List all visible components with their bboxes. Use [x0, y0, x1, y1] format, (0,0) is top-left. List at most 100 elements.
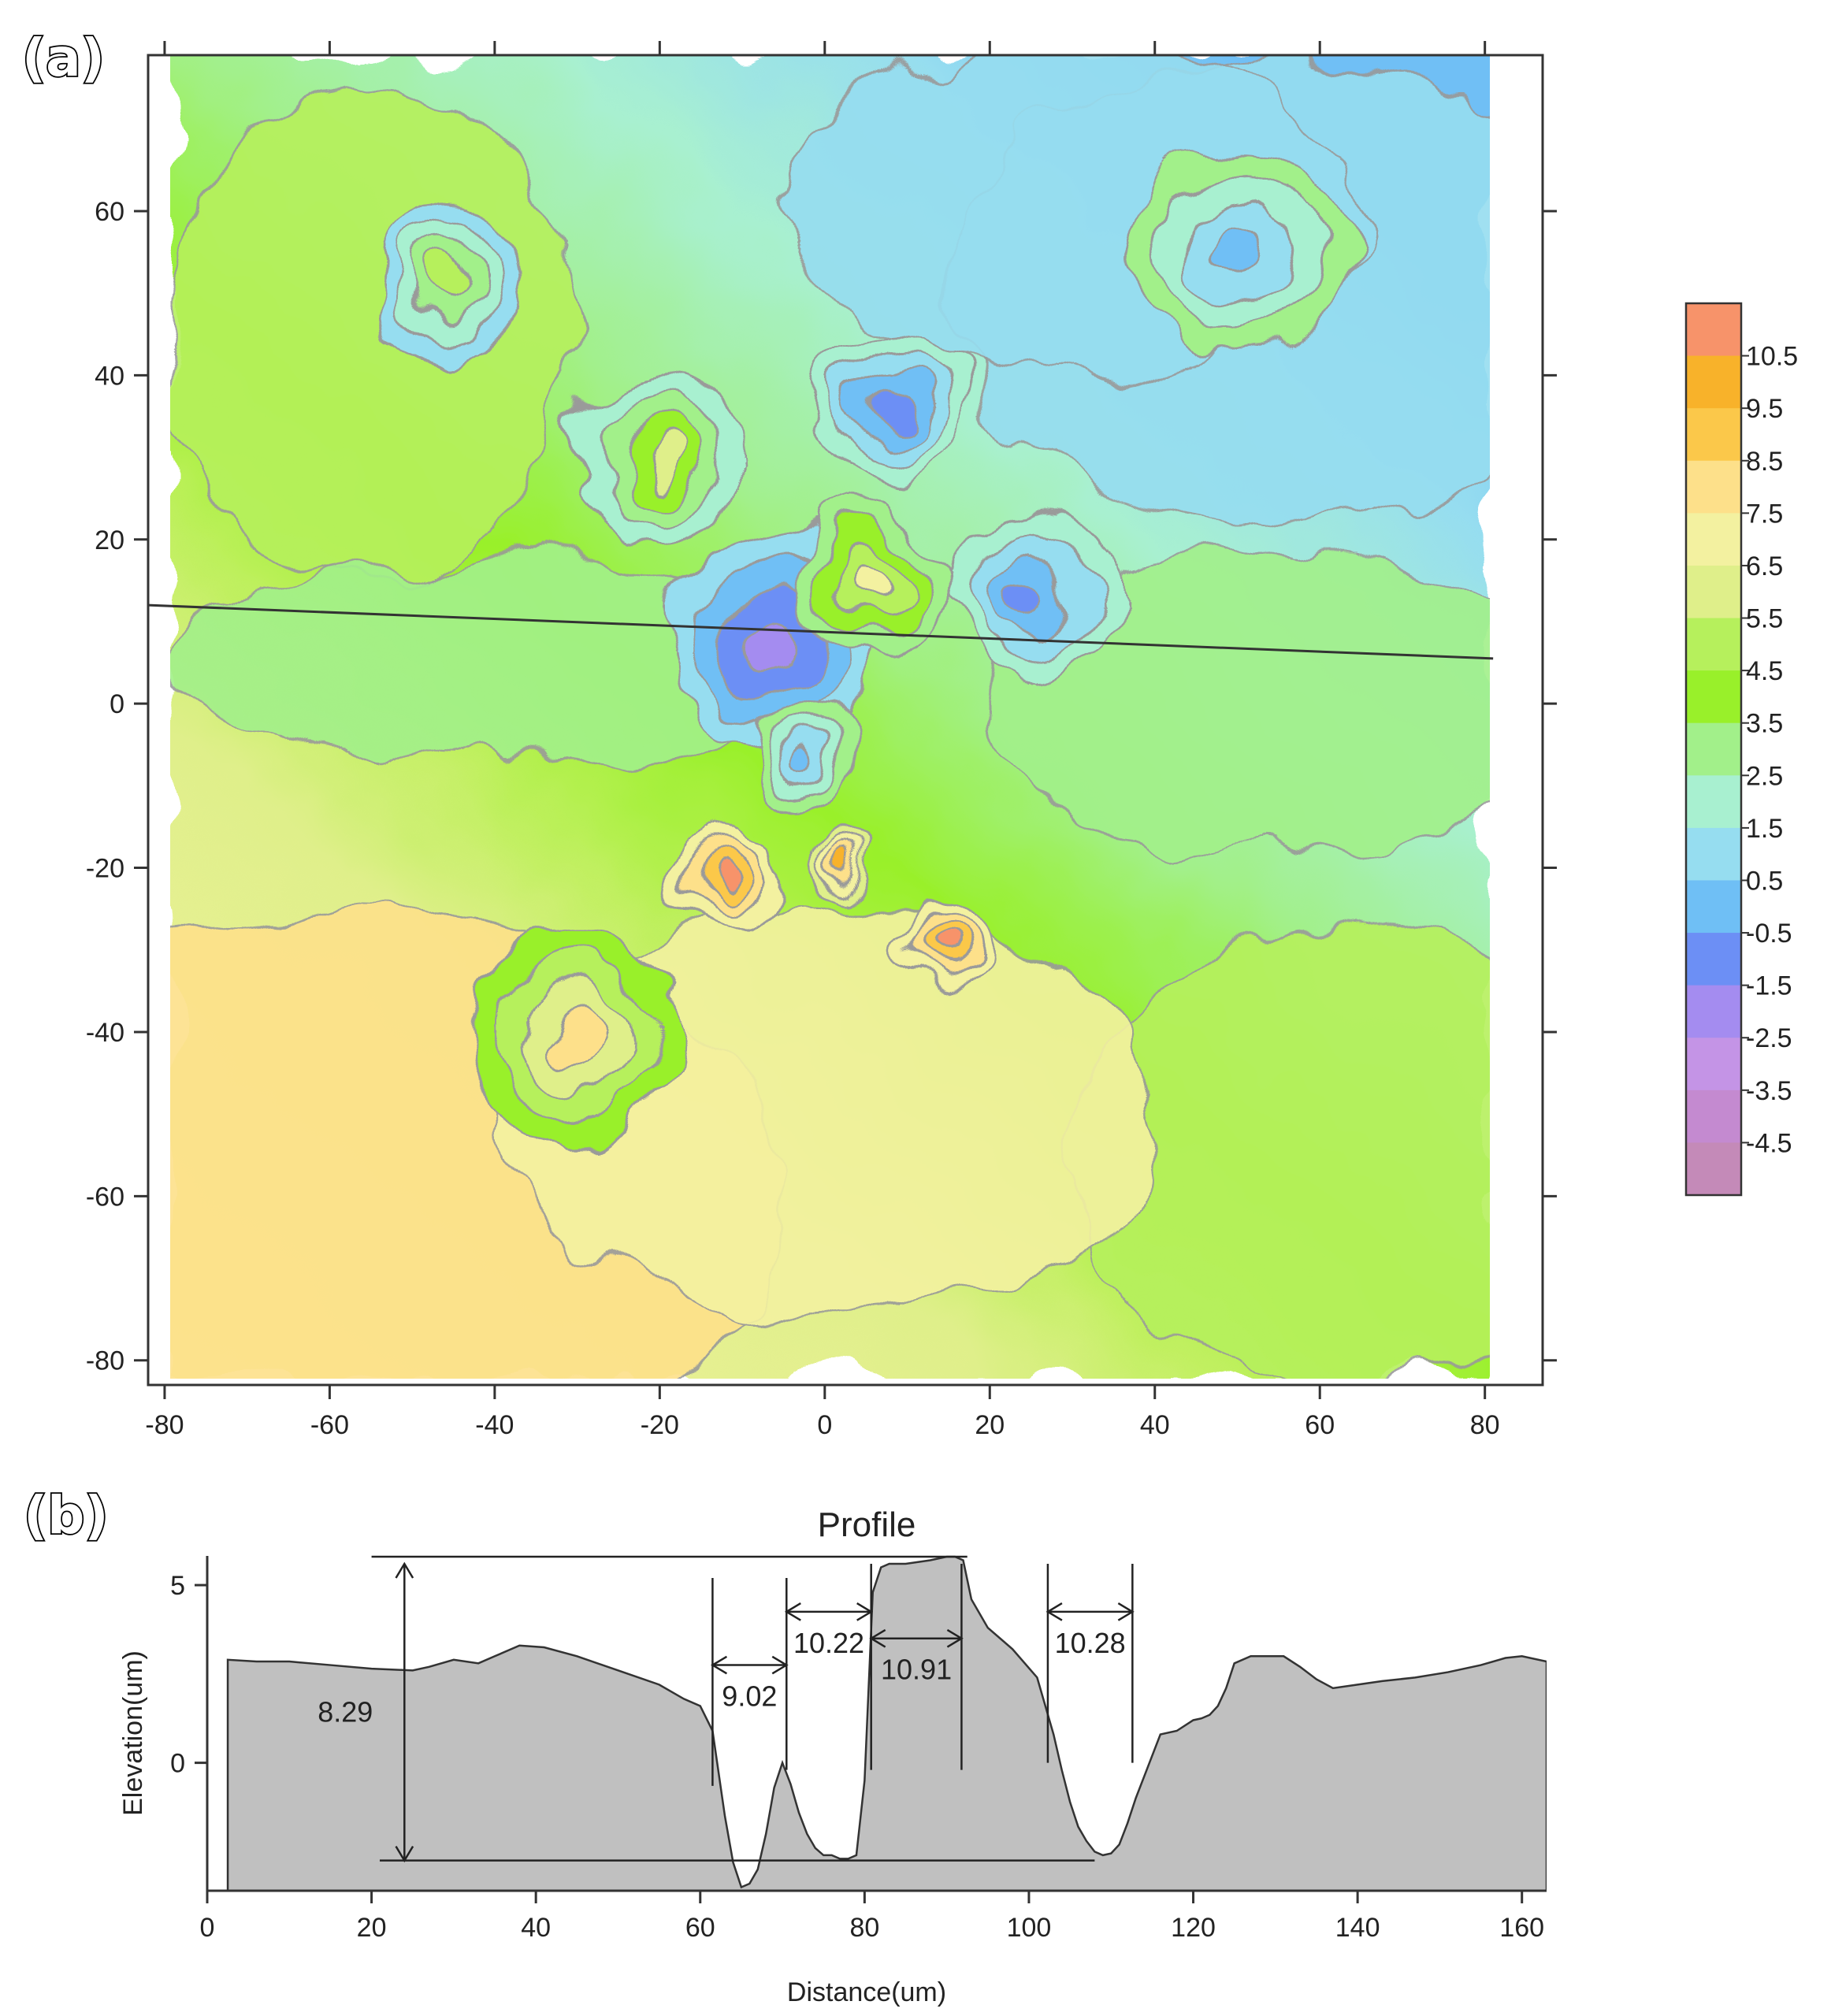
- x-tick-label: -80: [145, 1410, 184, 1440]
- colorbar: 10.5 9.5 8.5 7.5 6.5 5.5 4.5 3.5 2.5 1.5 0.5 -0.5 -1…: [1684, 302, 1798, 1197]
- panel-b-label: (b): [24, 1485, 109, 1546]
- arrow-head: [710, 1655, 728, 1675]
- y-axis-title: Elevation(um): [118, 1650, 148, 1816]
- colorbar-frame: [1684, 302, 1743, 1197]
- colorbar-swatch: [1686, 985, 1741, 1038]
- colorbar-swatch: [1686, 1090, 1741, 1144]
- y-tick-label: 20: [95, 525, 124, 555]
- contour-band: [1071, 924, 1490, 1379]
- y-tick-label: 5: [170, 1571, 185, 1601]
- y-tick-label: 0: [170, 1749, 185, 1779]
- contour-high: [549, 1004, 606, 1060]
- profile-title: Profile: [818, 1506, 916, 1544]
- arrow-head: [1045, 1602, 1063, 1621]
- colorbar-label: -2.5: [1746, 1023, 1792, 1053]
- x-tick-label: 60: [1305, 1410, 1335, 1440]
- y-tick-label: 40: [95, 361, 124, 391]
- arrow-head: [771, 1655, 789, 1675]
- dimension-label: 10.28: [1055, 1627, 1126, 1659]
- arrow-head: [1117, 1602, 1135, 1621]
- contour-map: -80 -60 -40 -20 0 20 40 60 80 -80 -60 -40 -20 0 20 40 60: [86, 41, 1557, 1440]
- y-tick-label: 60: [95, 197, 124, 227]
- colorbar-label: 3.5: [1746, 709, 1783, 739]
- x-tick-label: 120: [1171, 1913, 1216, 1943]
- panel-a-label: (a): [22, 28, 105, 88]
- axes-b: 0 20 40 60 80 100 120 140 160 0 5: [170, 1556, 1547, 1943]
- contour-low: [747, 610, 804, 666]
- colorbar-swatch: [1686, 1038, 1741, 1091]
- colorbar-swatch: [1686, 460, 1741, 514]
- contour-low: [871, 388, 911, 429]
- contour-low: [1209, 224, 1266, 280]
- colorbar-label: 5.5: [1746, 604, 1783, 634]
- colorbar-swatch: [1686, 408, 1741, 462]
- colorbar-swatch: [1686, 775, 1741, 829]
- colorbar-label: 9.5: [1746, 394, 1783, 424]
- colorbar-swatch: [1686, 303, 1741, 357]
- colorbar-label: 0.5: [1746, 866, 1783, 896]
- colorbar-label: 4.5: [1746, 656, 1783, 686]
- colorbar-label: 10.5: [1746, 342, 1798, 372]
- x-tick-label: 140: [1335, 1913, 1380, 1943]
- dimension-label: 9.02: [722, 1680, 777, 1713]
- contour-high: [928, 937, 953, 962]
- arrow-head: [856, 1602, 874, 1621]
- contour-high: [433, 257, 474, 297]
- x-tick-label: 80: [849, 1913, 879, 1943]
- x-tick-label: -60: [310, 1410, 349, 1440]
- x-tick-label: 40: [1140, 1410, 1170, 1440]
- colorbar-swatch: [1686, 565, 1741, 619]
- x-tick-label: 80: [1470, 1410, 1500, 1440]
- colorbar-label: 8.5: [1746, 447, 1783, 477]
- x-tick-label: 20: [357, 1913, 387, 1943]
- y-tick-label: -40: [86, 1018, 124, 1048]
- profile-annotations: 8.29 9.02 10.22 10.91 10.28: [318, 1555, 1135, 1863]
- colorbar-label: 2.5: [1746, 761, 1783, 791]
- colorbar-label: 1.5: [1746, 814, 1783, 844]
- colorbar-swatch: [1686, 513, 1741, 566]
- x-tick-label: -20: [641, 1410, 679, 1440]
- y-tick-label: -20: [86, 854, 124, 884]
- contour-high: [711, 869, 741, 899]
- colorbar-label: -0.5: [1746, 919, 1792, 949]
- colorbar-swatch: [1686, 880, 1741, 934]
- colorbar-swatch: [1686, 827, 1741, 882]
- dimension-label: 10.22: [793, 1627, 864, 1659]
- colorbar-label: -4.5: [1746, 1128, 1792, 1158]
- y-tick-label: -60: [86, 1182, 124, 1212]
- x-tick-label: 0: [200, 1913, 215, 1943]
- contour-band: [170, 87, 579, 582]
- arrow-head: [395, 1846, 414, 1863]
- axes-a: -80 -60 -40 -20 0 20 40 60 80 -80 -60 -40 -20 0 20 40 60: [86, 41, 1557, 1440]
- x-axis-title: Distance(um): [787, 1977, 946, 2007]
- dimension-label: 10.91: [881, 1654, 952, 1686]
- colorbar-label: -3.5: [1746, 1076, 1792, 1106]
- x-tick-label: 0: [817, 1410, 832, 1440]
- x-tick-label: 100: [1007, 1913, 1052, 1943]
- arrow-head: [784, 1602, 801, 1621]
- x-tick-label: 20: [975, 1410, 1005, 1440]
- colorbar-label: 7.5: [1746, 499, 1783, 529]
- colorbar-swatch: [1686, 1142, 1741, 1196]
- colorbar-swatch: [1686, 670, 1741, 724]
- x-tick-label: -40: [475, 1410, 514, 1440]
- contour-band: [988, 555, 1490, 853]
- arrow-head: [869, 1628, 886, 1648]
- profile-line: [147, 603, 1494, 660]
- contour-high: [637, 434, 683, 481]
- y-tick-label: -80: [86, 1346, 124, 1376]
- arrow-head: [946, 1628, 964, 1648]
- y-tick-label: 0: [110, 689, 124, 719]
- plot-frame-a: [147, 54, 1544, 1387]
- arrow-head: [395, 1561, 414, 1579]
- colorbar-label: -1.5: [1746, 971, 1792, 1001]
- profile-area: [226, 1555, 1547, 1891]
- dimension-label: 8.29: [318, 1695, 373, 1728]
- x-tick-label: 160: [1499, 1913, 1544, 1943]
- contour-high: [854, 560, 894, 601]
- x-tick-label: 40: [521, 1913, 551, 1943]
- colorbar-swatch: [1686, 722, 1741, 776]
- contour-high: [832, 858, 851, 878]
- colorbar-swatch: [1686, 933, 1741, 986]
